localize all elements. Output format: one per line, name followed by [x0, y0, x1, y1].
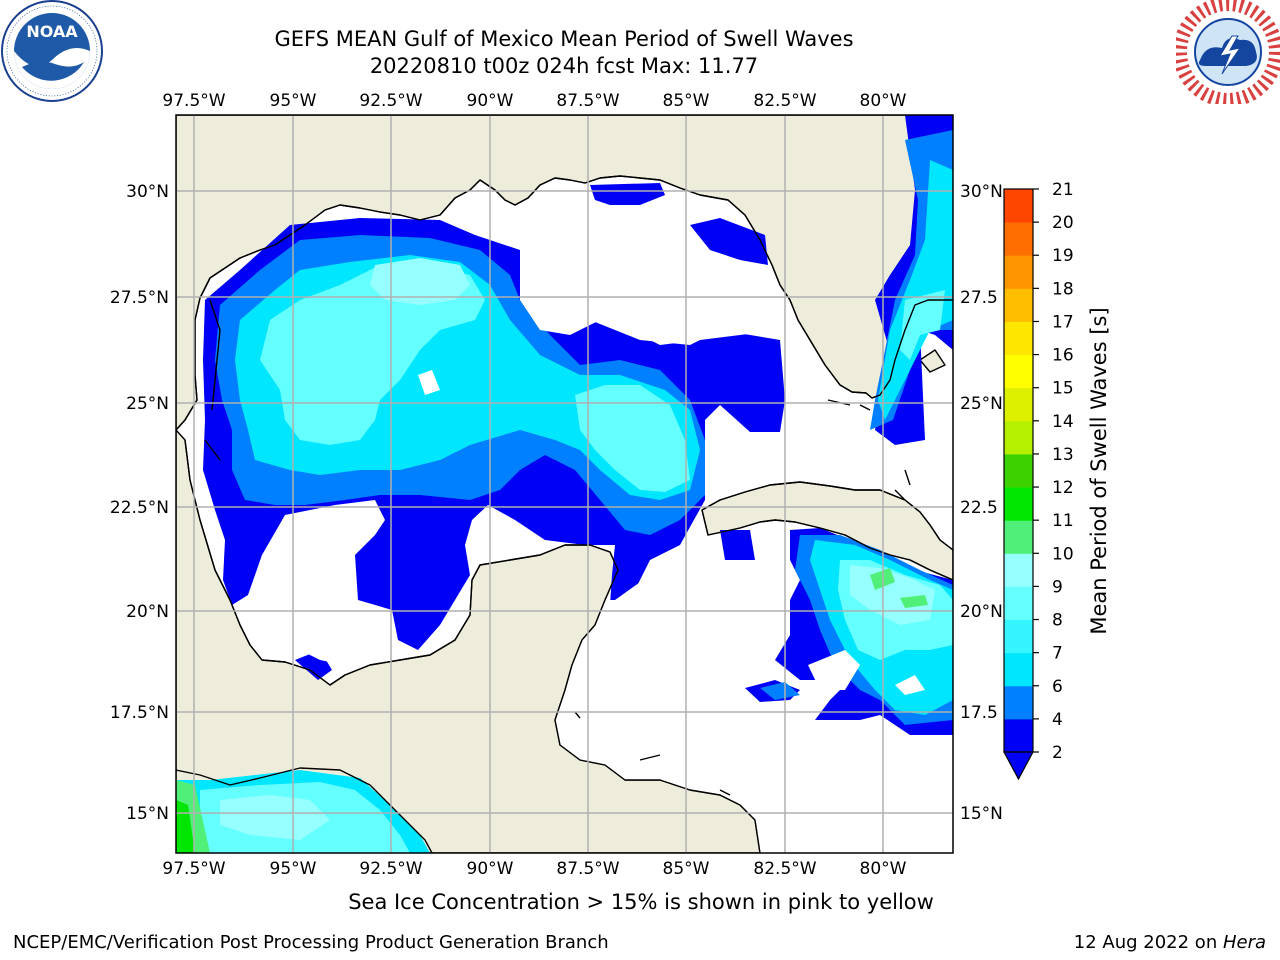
colorbar-segment [1004, 420, 1033, 455]
colorbar-tick-label: 15 [1052, 379, 1074, 399]
lon-tick: 85°W [663, 859, 710, 879]
colorbar-label: Mean Period of Swell Waves [s] [1087, 307, 1111, 634]
swell-band-8e [900, 290, 945, 360]
colorbar-tick-label: 6 [1052, 677, 1063, 697]
lat-tick: 27.5 [960, 288, 998, 308]
colorbar-segment [1004, 321, 1033, 356]
lon-tick: 95°W [270, 859, 317, 879]
lat-ticks-right: 30°N 27.5 25°N 22.5 20°N 17.5 15°N [960, 182, 1003, 824]
lat-tick: 20°N [126, 602, 169, 622]
swell-band-9c [220, 795, 330, 840]
colorbar-segment [1004, 685, 1033, 720]
colorbar-tick-label: 21 [1052, 180, 1074, 200]
lat-tick: 20°N [960, 602, 1003, 622]
lat-tick: 15°N [126, 804, 169, 824]
colorbar-tick-label: 10 [1052, 544, 1074, 564]
lon-tick: 95°W [270, 91, 317, 111]
colorbar-tick-label: 16 [1052, 346, 1074, 366]
colorbar-tick-label: 18 [1052, 279, 1074, 299]
colorbar-segment [1004, 619, 1033, 654]
swell-field [176, 115, 953, 853]
colorbar-tick-label: 8 [1052, 611, 1063, 631]
gridlines [176, 115, 953, 853]
colorbar-segment [1004, 354, 1033, 389]
colorbar-tick-label: 17 [1052, 312, 1074, 332]
swell-band-9b [850, 565, 935, 625]
lon-tick: 90°W [467, 91, 514, 111]
colorbar-tick-label: 9 [1052, 577, 1063, 597]
lat-tick: 22.5°N [110, 498, 169, 518]
coastlines [176, 175, 953, 853]
colorbar-frame [1003, 188, 1034, 753]
lat-tick: 30°N [960, 182, 1003, 202]
lon-tick: 87.5°W [556, 859, 619, 879]
colorbar-tick-label: 2 [1052, 743, 1063, 763]
lat-tick: 22.5 [960, 498, 998, 518]
lon-tick: 97.5°W [162, 91, 225, 111]
lat-tick: 17.5 [960, 703, 998, 723]
swell-band-2c [590, 183, 665, 205]
colorbar-segment [1004, 255, 1033, 289]
colorbar-tick-label: 19 [1052, 246, 1074, 266]
colorbar-segment [1004, 586, 1033, 621]
colorbar-segment [1004, 189, 1033, 223]
colorbar-segment [1004, 387, 1033, 422]
lon-tick: 92.5°W [359, 859, 422, 879]
lon-tick: 80°W [860, 859, 907, 879]
colorbar-tick-label: 20 [1052, 213, 1074, 233]
host-name: Hera [1222, 932, 1266, 953]
swell-band-2f [720, 530, 755, 560]
map-frame [175, 114, 954, 854]
svg-text:NOAA: NOAA [26, 22, 78, 41]
nws-logo [1176, 0, 1280, 104]
swell-band-4d [760, 682, 800, 700]
colorbar-tick-label: 11 [1052, 511, 1074, 531]
lon-tick: 97.5°W [162, 859, 225, 879]
colorbar-tick-label: 4 [1052, 710, 1063, 730]
lat-tick: 27.5°N [110, 288, 169, 308]
colorbar: 2 4 6 7 8 9 10 11 12 13 14 15 16 17 18 19 20 21 [1002, 180, 1074, 781]
swell-band-8 [260, 265, 485, 445]
lon-ticks-top: 97.5°W 95°W 92.5°W 90°W 87.5°W 85°W 82.5… [162, 91, 906, 111]
lon-tick: 90°W [467, 859, 514, 879]
lon-tick: 92.5°W [359, 91, 422, 111]
lat-tick: 25°N [126, 394, 169, 414]
colorbar-segment [1004, 288, 1033, 322]
lon-tick: 82.5°W [753, 859, 816, 879]
colorbar-segment [1004, 487, 1033, 521]
colorbar-tick-label: 12 [1052, 478, 1074, 498]
swell-band-2b [690, 218, 768, 265]
lon-tick: 80°W [860, 91, 907, 111]
swell-band-8b [575, 385, 690, 492]
colorbar-segment [1004, 652, 1033, 687]
colorbar-segment [1004, 222, 1033, 256]
lon-tick: 82.5°W [753, 91, 816, 111]
noaa-logo: NOAA [1, 0, 103, 102]
lat-tick: 30°N [126, 182, 169, 202]
chart-subtitle: 20220810 t00z 024h fcst Max: 11.77 [369, 54, 759, 78]
colorbar-tick-label: 7 [1052, 644, 1063, 664]
colorbar-segment [1004, 520, 1033, 554]
colorbar-segment [1004, 453, 1033, 488]
colorbar-segment [1004, 718, 1033, 753]
colorbar-under-arrow [1002, 751, 1035, 781]
lat-ticks-left: 30°N 27.5°N 25°N 22.5°N 20°N 17.5°N 15°N [110, 182, 169, 824]
sea-ice-note: Sea Ice Concentration > 15% is shown in … [348, 890, 934, 914]
lon-tick: 87.5°W [556, 91, 619, 111]
colorbar-segment [1004, 553, 1033, 587]
lat-tick: 25°N [960, 394, 1003, 414]
date-stamp: 12 Aug 2022 on Hera [1073, 932, 1266, 953]
lat-tick: 17.5°N [110, 703, 169, 723]
bahamas-land [919, 349, 946, 373]
swell-band-9 [370, 258, 470, 305]
lon-tick: 85°W [663, 91, 710, 111]
lon-ticks-bottom: 97.5°W 95°W 92.5°W 90°W 87.5°W 85°W 82.5… [162, 859, 906, 879]
credit-text: NCEP/EMC/Verification Post Processing Pr… [13, 932, 609, 953]
colorbar-tick-label: 13 [1052, 445, 1074, 465]
lat-tick: 15°N [960, 804, 1003, 824]
chart-title: GEFS MEAN Gulf of Mexico Mean Period of … [274, 27, 854, 51]
colorbar-tick-label: 14 [1052, 412, 1074, 432]
